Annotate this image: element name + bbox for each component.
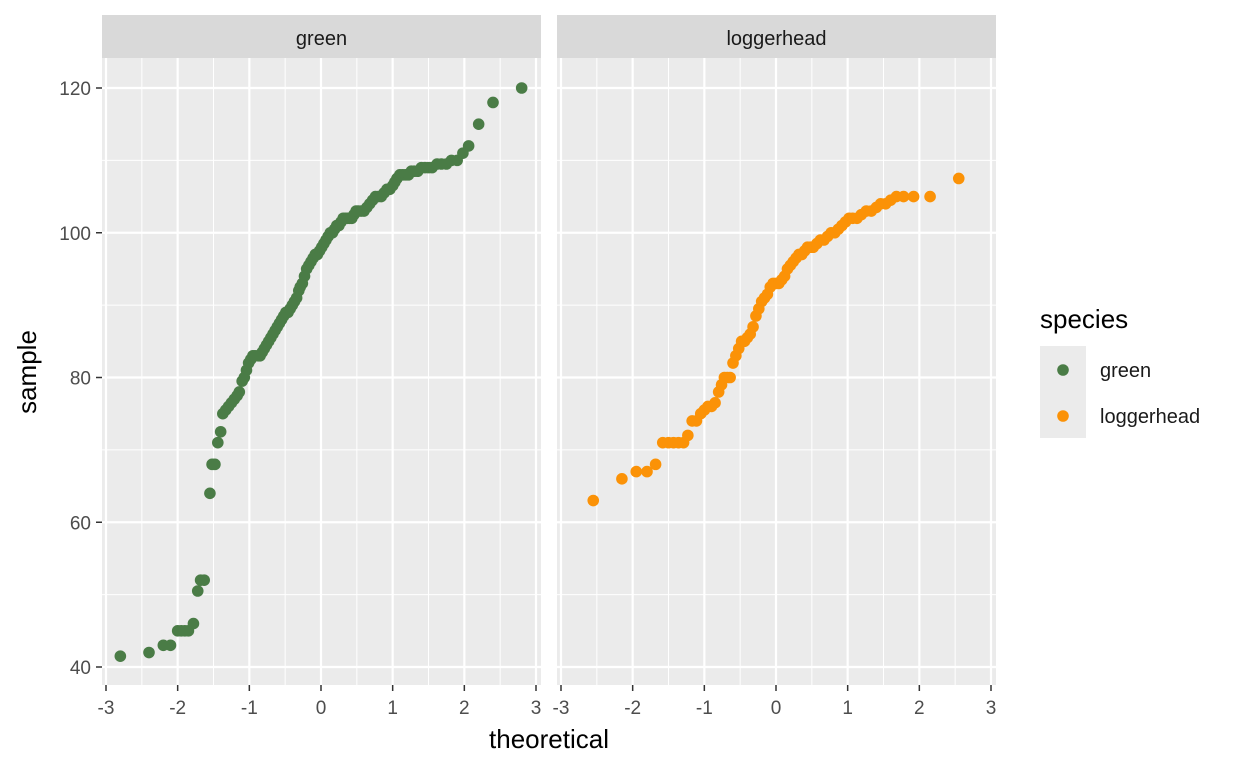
x-tick-label: 2 bbox=[914, 698, 925, 719]
x-tick-label: 1 bbox=[387, 698, 398, 719]
legend-label-green: green bbox=[1100, 360, 1151, 382]
panel-green: green -3 -2 -1 0 1 2 3 40 60 80 100 120 bbox=[59, 15, 541, 719]
data-point bbox=[212, 436, 224, 449]
y-tick-label: 80 bbox=[70, 369, 91, 390]
data-point bbox=[747, 321, 759, 333]
data-point bbox=[709, 397, 721, 409]
x-tick-label: 3 bbox=[986, 698, 997, 719]
x-tick-label: 3 bbox=[531, 698, 542, 719]
points-loggerhead bbox=[587, 172, 965, 507]
data-point bbox=[472, 118, 485, 130]
strip-background bbox=[557, 15, 996, 58]
legend-key-green bbox=[1057, 364, 1069, 376]
x-tick-label: 0 bbox=[771, 698, 782, 719]
data-point bbox=[587, 494, 600, 507]
points-green bbox=[114, 82, 528, 662]
panel-loggerhead: loggerhead -3 -2 -1 0 1 2 3 bbox=[553, 15, 997, 719]
data-point bbox=[462, 140, 475, 152]
data-point bbox=[233, 386, 246, 398]
y-tick-label: 120 bbox=[59, 79, 91, 100]
data-point bbox=[204, 487, 216, 500]
data-point bbox=[630, 465, 643, 478]
legend-key-background bbox=[1040, 346, 1086, 438]
data-point bbox=[198, 574, 210, 586]
x-axis-title: theoretical bbox=[489, 724, 609, 754]
x-tick-label: -3 bbox=[98, 698, 115, 719]
x-tick-label: -2 bbox=[624, 698, 641, 719]
data-point bbox=[487, 96, 499, 109]
data-point bbox=[649, 458, 662, 471]
data-point bbox=[515, 82, 528, 94]
x-tick-label: 1 bbox=[842, 698, 853, 719]
strip-label: green bbox=[296, 28, 347, 50]
legend-entries: green loggerhead bbox=[1057, 360, 1200, 428]
data-point bbox=[114, 650, 127, 662]
legend-title: species bbox=[1040, 304, 1128, 334]
data-point bbox=[191, 585, 204, 597]
y-axis-title: sample bbox=[12, 330, 42, 414]
data-point bbox=[143, 646, 155, 659]
data-point bbox=[924, 190, 936, 203]
data-point bbox=[209, 458, 221, 471]
strip-label: loggerhead bbox=[726, 28, 826, 50]
data-point bbox=[164, 639, 177, 652]
y-tick-label: 60 bbox=[70, 513, 91, 534]
data-point bbox=[641, 465, 653, 478]
x-tick-label: -2 bbox=[169, 698, 186, 719]
strip-background bbox=[102, 15, 541, 58]
data-point bbox=[187, 617, 200, 630]
legend: species green loggerhead bbox=[1040, 304, 1200, 438]
data-point bbox=[682, 429, 694, 442]
x-tick-label: 2 bbox=[459, 698, 470, 719]
data-point bbox=[214, 425, 227, 438]
data-point bbox=[907, 190, 920, 203]
data-point bbox=[952, 172, 965, 185]
legend-key-loggerhead bbox=[1057, 410, 1069, 422]
data-point bbox=[724, 371, 736, 384]
x-tick-label: 0 bbox=[316, 698, 327, 719]
y-tick-label: 100 bbox=[59, 224, 91, 245]
x-tick-label: -3 bbox=[553, 698, 570, 719]
x-tick-label: -1 bbox=[241, 698, 258, 719]
data-point bbox=[616, 473, 628, 485]
x-tick-label: -1 bbox=[696, 698, 713, 719]
legend-label-loggerhead: loggerhead bbox=[1100, 406, 1200, 428]
panels-layer: green-3 -2 -1 0 1 2 3406080100120loggerhead-3-… bbox=[59, 15, 996, 719]
y-tick-label: 40 bbox=[70, 658, 91, 679]
data-point bbox=[897, 190, 910, 203]
